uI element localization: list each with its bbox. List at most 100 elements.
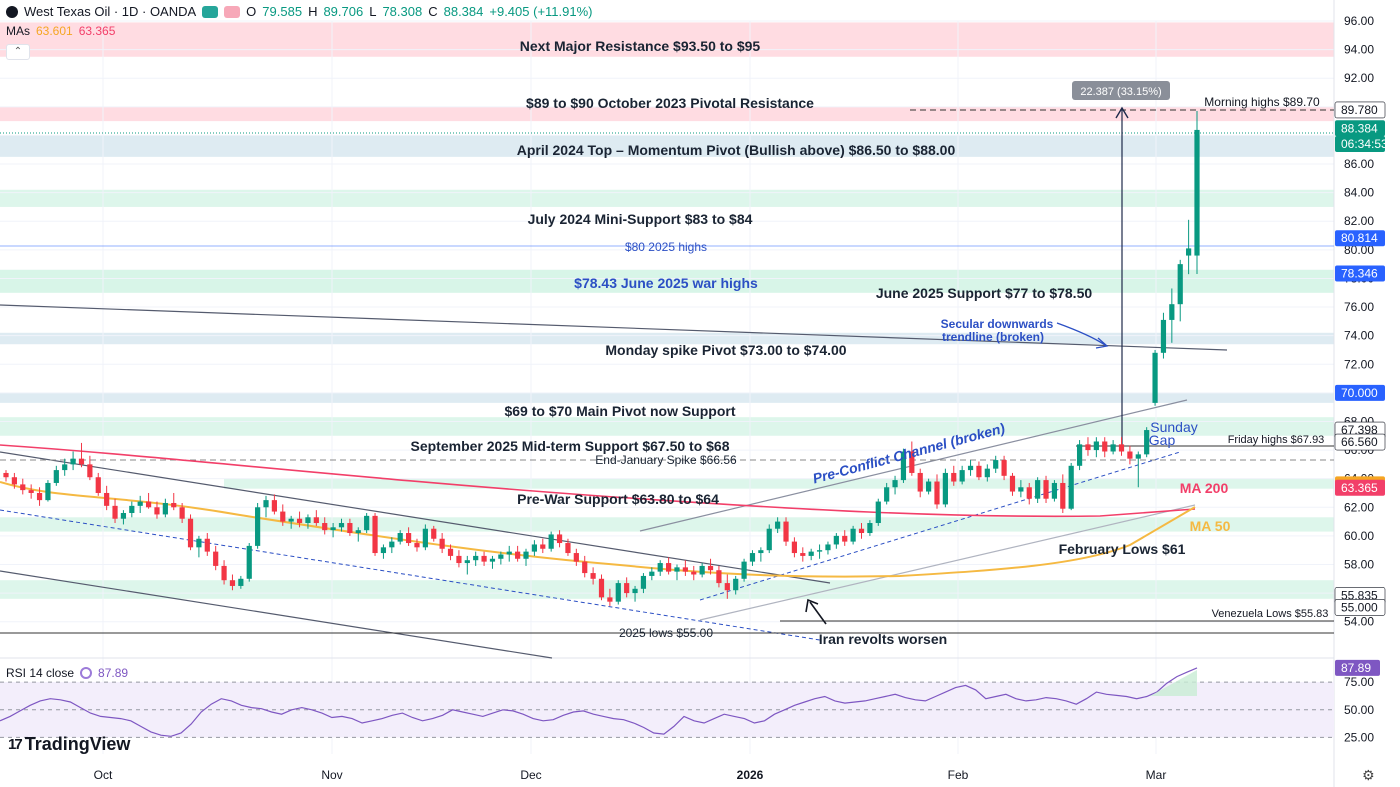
candle <box>573 553 579 562</box>
zone-band <box>0 417 1334 436</box>
logo-text: TradingView <box>24 734 131 754</box>
zone-band <box>0 22 1334 57</box>
candle <box>758 550 764 554</box>
candle <box>1051 482 1058 499</box>
candle <box>523 551 529 559</box>
candle <box>364 515 370 531</box>
candle <box>36 492 43 501</box>
candle <box>724 583 730 591</box>
candle <box>129 505 135 513</box>
y-tick-label: 80.00 <box>1344 243 1374 257</box>
candle <box>1169 304 1175 320</box>
y-tick-label: 60.00 <box>1344 529 1374 543</box>
candle <box>95 477 101 493</box>
candle <box>439 538 445 549</box>
data-flag-icon <box>224 5 241 18</box>
y-tick-label: 62.00 <box>1344 500 1374 514</box>
candle <box>1076 444 1083 466</box>
y-tick-label: 58.00 <box>1344 557 1374 571</box>
rsi-settings-icon[interactable] <box>80 667 93 679</box>
zone-label: $89 to $90 October 2023 Pivotal Resistan… <box>526 95 814 111</box>
price-tag <box>1335 136 1385 152</box>
zone-label: Next Major Resistance $93.50 to $95 <box>520 38 761 54</box>
gear-icon[interactable]: ⚙ <box>1362 767 1375 783</box>
y-tick-label: 86.00 <box>1344 157 1374 171</box>
price-tag <box>1334 433 1386 451</box>
annotation-label: Gap <box>1149 432 1176 448</box>
candle <box>196 538 202 548</box>
candle <box>145 501 152 508</box>
candle <box>783 521 789 542</box>
chevron-up-icon[interactable]: ⌃ <box>6 44 30 60</box>
rsi-level-label: 25.00 <box>1344 730 1374 744</box>
zone-band <box>0 269 1334 293</box>
candle <box>867 523 873 534</box>
candle <box>816 550 823 552</box>
candle <box>405 533 412 544</box>
candle <box>1026 487 1032 499</box>
candle <box>372 515 378 554</box>
candle <box>506 551 512 555</box>
candle <box>942 472 948 505</box>
candle <box>162 502 168 515</box>
candle <box>422 528 428 548</box>
low-label: L <box>369 4 377 19</box>
candle <box>909 451 915 473</box>
price-tag-label: 88.384 <box>1341 121 1378 135</box>
mas-label[interactable]: MAs <box>6 24 30 38</box>
candle <box>288 518 294 522</box>
annotation-label: MA 200 <box>1180 480 1229 496</box>
price-tag-label: 55.000 <box>1341 600 1378 614</box>
candle <box>825 544 831 551</box>
candle <box>531 544 538 552</box>
high-value: 89.706 <box>323 4 364 19</box>
x-tick-label: Feb <box>948 768 969 782</box>
candle <box>414 543 420 548</box>
annotation-label: MA 50 <box>1190 518 1231 534</box>
candle <box>858 528 865 534</box>
ma-a-value: 63.601 <box>36 24 73 38</box>
candle <box>1177 264 1183 305</box>
candle <box>1001 460 1007 476</box>
candle <box>800 553 806 556</box>
ma50-line <box>0 481 1196 578</box>
tradingview-logo[interactable]: 17 TradingView <box>8 734 130 755</box>
candle <box>1068 465 1074 509</box>
candle <box>766 528 772 551</box>
candle <box>431 528 437 539</box>
candle <box>993 460 999 469</box>
candle <box>900 451 907 481</box>
candle <box>322 523 328 531</box>
candle <box>120 513 127 519</box>
candle <box>489 558 496 562</box>
close-value: 88.384 <box>443 4 484 19</box>
candle <box>78 458 85 465</box>
annotation-label: $80 2025 highs <box>625 240 707 254</box>
y-tick-label: 96.00 <box>1344 14 1374 28</box>
price-tag-label: 67.398 <box>1341 423 1378 437</box>
candle <box>330 527 336 531</box>
candle <box>355 530 361 534</box>
symbol-title[interactable]: West Texas Oil · 1D · OANDA <box>24 4 197 19</box>
trendline <box>0 570 553 659</box>
candle <box>649 571 655 576</box>
candle <box>53 470 59 483</box>
candle <box>3 472 9 478</box>
market-status-icon <box>202 5 219 18</box>
candle <box>607 597 613 602</box>
candle <box>179 507 185 519</box>
annotation-label: 22.387 (33.15%) <box>1080 86 1161 98</box>
rsi-label[interactable]: RSI 14 close <box>6 666 75 680</box>
candle <box>590 573 596 579</box>
close-label: C <box>428 4 438 19</box>
rsi-tag <box>1335 659 1380 676</box>
y-tick-label: 54.00 <box>1344 615 1374 629</box>
y-tick-label: 94.00 <box>1344 43 1374 57</box>
price-tag-label: 80.814 <box>1341 231 1378 245</box>
y-tick-label: 76.00 <box>1344 300 1374 314</box>
candle <box>154 507 160 515</box>
annotation-label: Venezuela Lows $55.83 <box>1212 608 1329 620</box>
price-tag-label: 66.560 <box>1341 435 1378 449</box>
candle <box>498 554 504 559</box>
